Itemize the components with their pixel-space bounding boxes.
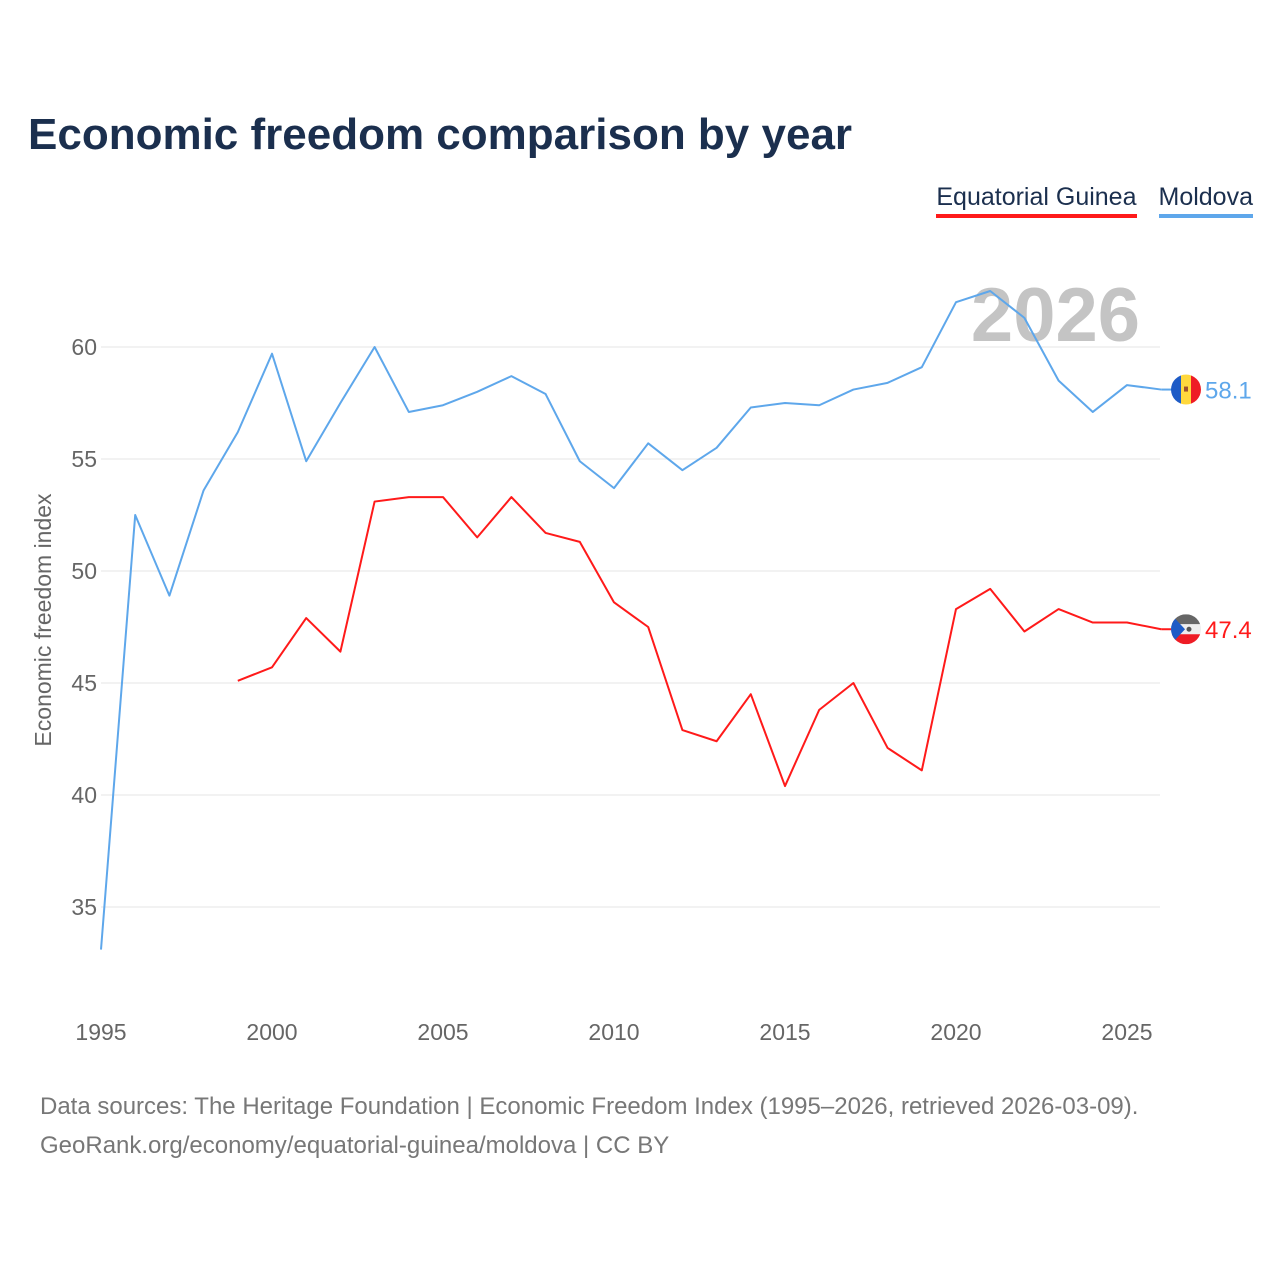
source-note: Data sources: The Heritage Foundation | … [40, 1087, 1138, 1165]
flag-stripe [1171, 634, 1201, 645]
y-tick-label: 60 [71, 334, 97, 360]
x-tick-label: 2025 [1101, 1019, 1152, 1045]
legend-item-moldova[interactable]: Moldova [1158, 183, 1253, 218]
flag-stripe [1171, 624, 1201, 635]
x-tick-label: 1995 [75, 1019, 126, 1045]
source-line-2[interactable]: GeoRank.org/economy/equatorial-guinea/mo… [40, 1132, 670, 1159]
y-tick-label: 40 [71, 782, 97, 808]
flag-body [1171, 614, 1201, 645]
x-tick-label: 2005 [417, 1019, 468, 1045]
source-line-1: Data sources: The Heritage Foundation | … [40, 1093, 1139, 1120]
end-value-label: 58.1 [1205, 378, 1252, 405]
flag-emblem [1184, 386, 1188, 392]
flag-stripe [1171, 614, 1201, 625]
flag-emblem [1186, 626, 1192, 632]
flag-stripe [1191, 374, 1201, 405]
x-tick-label: 2010 [588, 1019, 639, 1045]
y-tick-label: 50 [71, 558, 97, 584]
series-line-equatorial-guinea [237, 496, 1162, 788]
legend: Equatorial Guinea Moldova [936, 183, 1253, 218]
end-value-label: 47.4 [1205, 617, 1252, 644]
year-watermark: 2026 [971, 273, 1140, 358]
y-axis-label: Economic freedom index [30, 493, 56, 747]
x-tick-label: 2015 [759, 1019, 810, 1045]
y-tick-label: 55 [71, 446, 97, 472]
legend-item-equatorial-guinea[interactable]: Equatorial Guinea [936, 183, 1137, 218]
flag-stripe [1171, 374, 1181, 405]
flag-body [1171, 374, 1201, 405]
moldova-flag-icon [1171, 374, 1201, 405]
series-line-moldova [100, 290, 1162, 950]
flag-triangle [1171, 614, 1185, 645]
chart-title: Economic freedom comparison by year [28, 110, 853, 159]
x-tick-label: 2020 [930, 1019, 981, 1045]
equatorial-guinea-flag-icon [1171, 614, 1201, 645]
x-tick-label: 2000 [246, 1019, 297, 1045]
y-tick-label: 45 [71, 670, 97, 696]
y-tick-label: 35 [71, 894, 97, 920]
